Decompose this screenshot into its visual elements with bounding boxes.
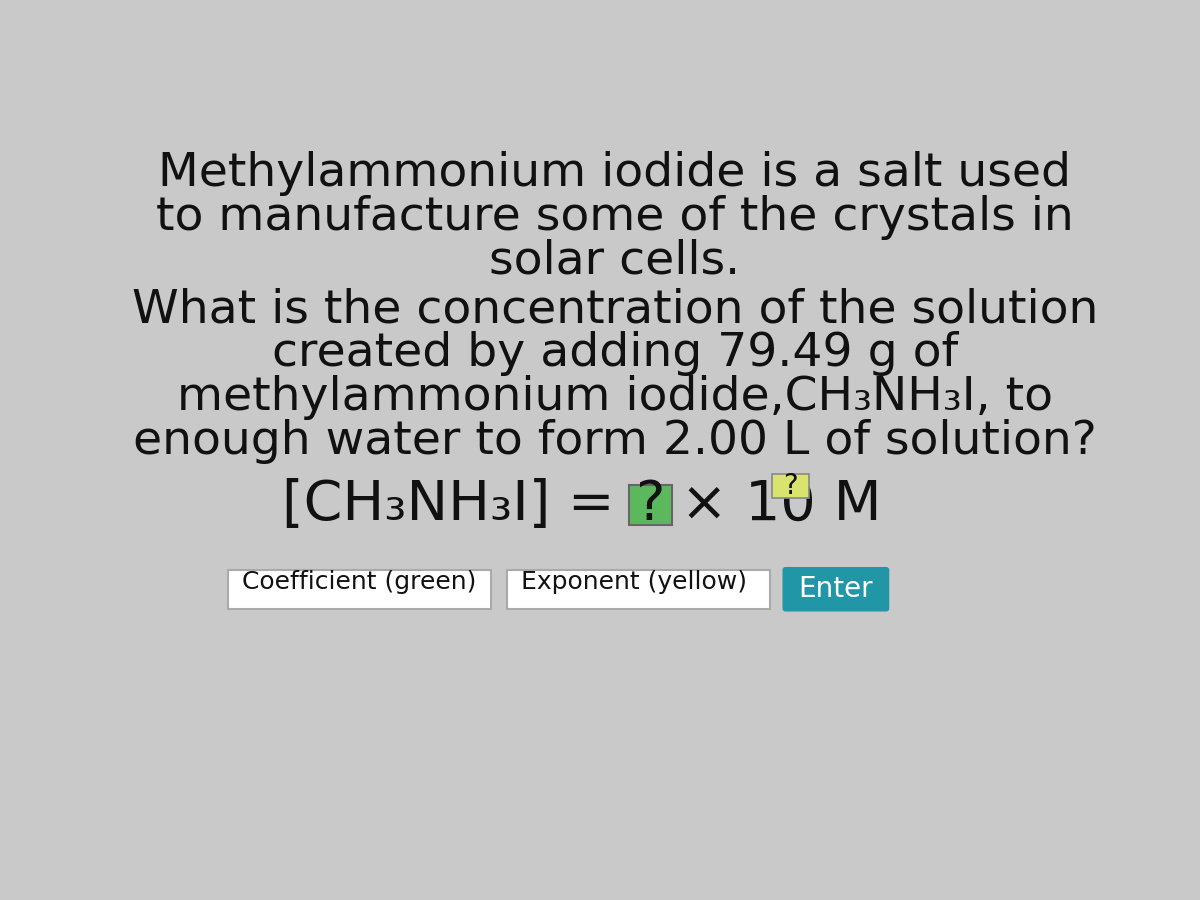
Text: Coefficient (green): Coefficient (green) (242, 570, 476, 594)
Text: M: M (816, 478, 882, 532)
FancyBboxPatch shape (784, 568, 888, 611)
Text: Exponent (yellow): Exponent (yellow) (521, 570, 748, 594)
Text: solar cells.: solar cells. (490, 238, 740, 284)
Text: Enter: Enter (798, 575, 874, 603)
Text: enough water to form 2.00 L of solution?: enough water to form 2.00 L of solution? (133, 418, 1097, 464)
FancyBboxPatch shape (772, 473, 809, 499)
Text: ?: ? (782, 472, 798, 500)
Text: [CH₃NH₃I] =: [CH₃NH₃I] = (282, 478, 614, 532)
FancyBboxPatch shape (228, 570, 491, 608)
Text: × 10: × 10 (680, 478, 816, 532)
FancyBboxPatch shape (629, 484, 672, 525)
Text: What is the concentration of the solution: What is the concentration of the solutio… (132, 287, 1098, 332)
Text: methylammonium iodide,CH₃NH₃I, to: methylammonium iodide,CH₃NH₃I, to (178, 375, 1054, 420)
Text: Methylammonium iodide is a salt used: Methylammonium iodide is a salt used (158, 151, 1072, 196)
Text: to manufacture some of the crystals in: to manufacture some of the crystals in (156, 194, 1074, 239)
Text: ?: ? (636, 478, 665, 532)
Text: created by adding 79.49 g of: created by adding 79.49 g of (272, 331, 958, 376)
FancyBboxPatch shape (506, 570, 770, 608)
